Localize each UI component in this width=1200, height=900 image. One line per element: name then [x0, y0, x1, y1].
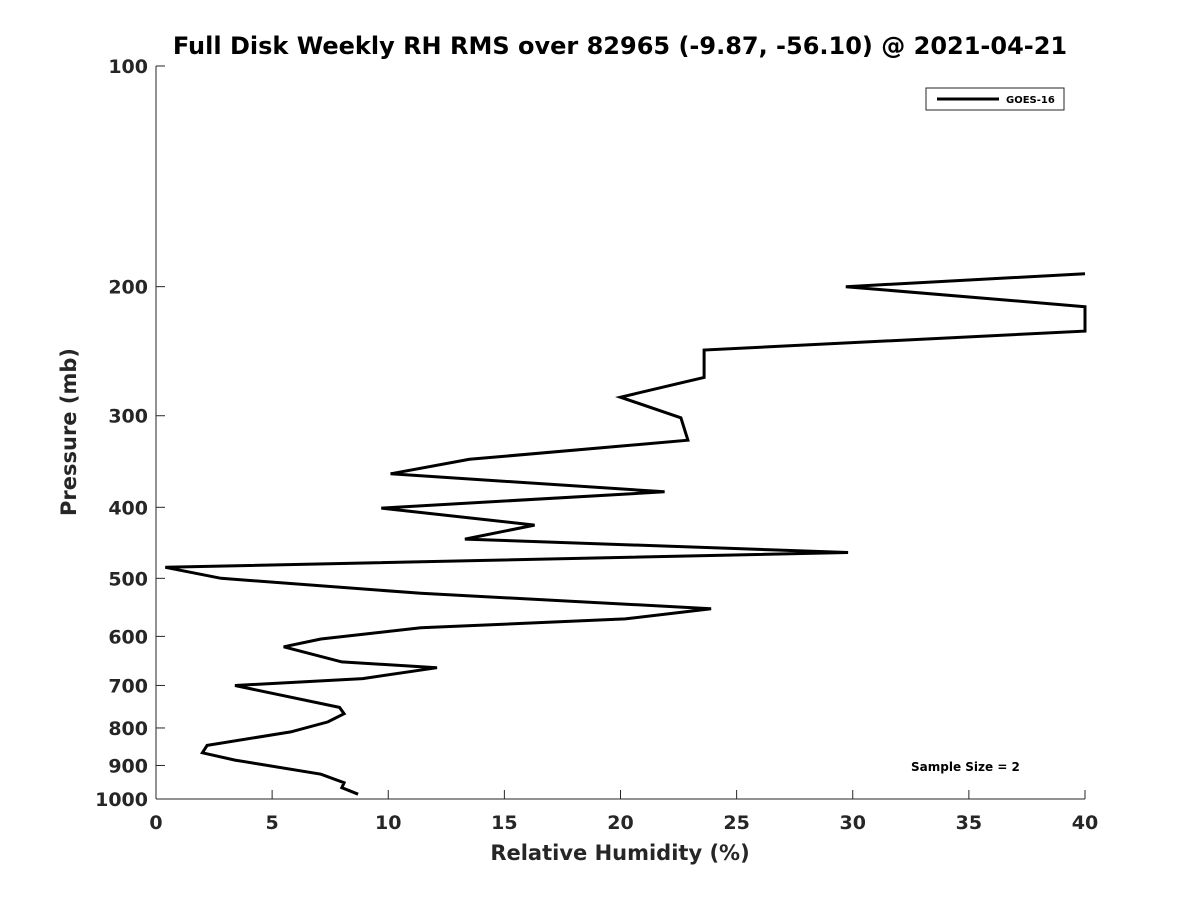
x-tick-label: 35 — [956, 812, 982, 834]
y-tick-label: 800 — [108, 718, 148, 740]
x-tick-label: 15 — [491, 812, 517, 834]
y-tick-label: 1000 — [95, 789, 148, 811]
sample-size-annotation: Sample Size = 2 — [911, 760, 1020, 774]
y-tick-label: 600 — [108, 626, 148, 648]
y-tick-label: 500 — [108, 568, 148, 590]
y-axis-label: Pressure (mb) — [57, 348, 81, 516]
y-ticks: 100 200 300 400 500 600 700 800 900 1000 — [95, 56, 165, 811]
x-axis-label: Relative Humidity (%) — [490, 841, 749, 865]
y-tick-label: 200 — [108, 277, 148, 299]
y-tick-label: 300 — [108, 406, 148, 428]
y-tick-label: 400 — [108, 497, 148, 519]
x-tick-label: 0 — [149, 812, 162, 834]
legend: GOES-16 — [925, 87, 1065, 111]
x-tick-label: 30 — [840, 812, 866, 834]
x-tick-label: 10 — [375, 812, 401, 834]
x-tick-label: 25 — [723, 812, 749, 834]
x-tick-label: 20 — [607, 812, 633, 834]
y-tick-label: 100 — [108, 56, 148, 78]
x-ticks: 0 5 10 15 20 25 30 35 40 — [149, 790, 1098, 834]
x-tick-label: 5 — [266, 812, 279, 834]
y-tick-label: 900 — [108, 755, 148, 777]
chart-title: Full Disk Weekly RH RMS over 82965 (-9.8… — [173, 32, 1067, 60]
series-line-goes-16 — [165, 272, 1087, 796]
y-tick-label: 700 — [108, 675, 148, 697]
x-tick-label: 40 — [1072, 812, 1098, 834]
legend-label: GOES-16 — [1006, 95, 1055, 106]
plot-area: 0 5 10 15 20 25 30 35 40 100 200 300 400 500 600 700 80… — [95, 56, 1098, 834]
